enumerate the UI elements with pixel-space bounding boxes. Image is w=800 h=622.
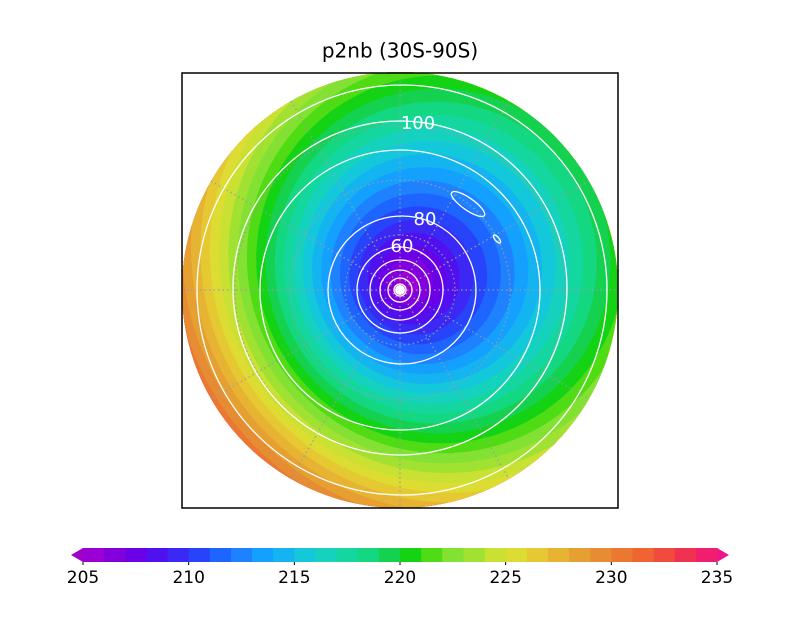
colorbar-box bbox=[378, 548, 401, 562]
filled-field bbox=[182, 72, 618, 508]
contour-label: 80 bbox=[414, 209, 437, 230]
pole bbox=[395, 285, 405, 295]
colorbar-tick-label: 220 bbox=[384, 568, 416, 588]
colorbar-box bbox=[547, 548, 570, 562]
colorbar-box bbox=[632, 548, 655, 562]
colorbar-tick-label: 215 bbox=[278, 568, 310, 588]
colorbar-box bbox=[526, 548, 549, 562]
colorbar-box bbox=[125, 548, 147, 562]
colorbar-box bbox=[252, 548, 274, 562]
contour-label: 100 bbox=[401, 113, 435, 134]
colorbar-box bbox=[695, 548, 718, 562]
colorbar-tick-label: 210 bbox=[172, 568, 204, 588]
colorbar-box bbox=[336, 548, 359, 562]
colorbar: 205 210 215 220 225 230 235 bbox=[67, 548, 733, 588]
colorbar-box bbox=[230, 548, 253, 562]
colorbar-tick-label: 235 bbox=[701, 568, 733, 588]
colorbar-box bbox=[463, 548, 486, 562]
graticule bbox=[182, 72, 618, 508]
colorbar-box bbox=[104, 548, 126, 562]
colorbar-box bbox=[315, 548, 338, 562]
map-title: p2nb (30S-90S) bbox=[322, 39, 478, 63]
colorbar-tick-label: 205 bbox=[67, 568, 99, 588]
colorbar-tick-label: 225 bbox=[489, 568, 521, 588]
colorbar-box bbox=[611, 548, 633, 562]
colorbar-box bbox=[357, 548, 380, 562]
colorbar-box bbox=[569, 548, 591, 562]
colorbar-box bbox=[442, 548, 464, 562]
colorbar-box bbox=[421, 548, 443, 562]
contour-labels: 100 80 60 bbox=[391, 113, 437, 257]
colorbar-box bbox=[83, 548, 105, 562]
colorbar-tick-label: 230 bbox=[595, 568, 627, 588]
map-frame bbox=[181, 72, 619, 509]
colorbar-box bbox=[484, 548, 507, 562]
colorbar-box bbox=[188, 548, 211, 562]
colorbar-box bbox=[209, 548, 232, 562]
colorbar-box bbox=[590, 548, 612, 562]
colorbar-box bbox=[167, 548, 190, 562]
colorbar-box bbox=[400, 548, 422, 562]
contours bbox=[196, 84, 608, 496]
colorbar-box bbox=[674, 548, 697, 562]
colorbar-box bbox=[146, 548, 169, 562]
colorbar-box bbox=[505, 548, 528, 562]
colorbar-box bbox=[653, 548, 676, 562]
colorbar-box bbox=[294, 548, 316, 562]
colorbar-extend bbox=[717, 548, 729, 562]
colorbar-box bbox=[273, 548, 295, 562]
contour-label: 60 bbox=[391, 236, 414, 257]
colorbar-extend bbox=[71, 548, 83, 562]
